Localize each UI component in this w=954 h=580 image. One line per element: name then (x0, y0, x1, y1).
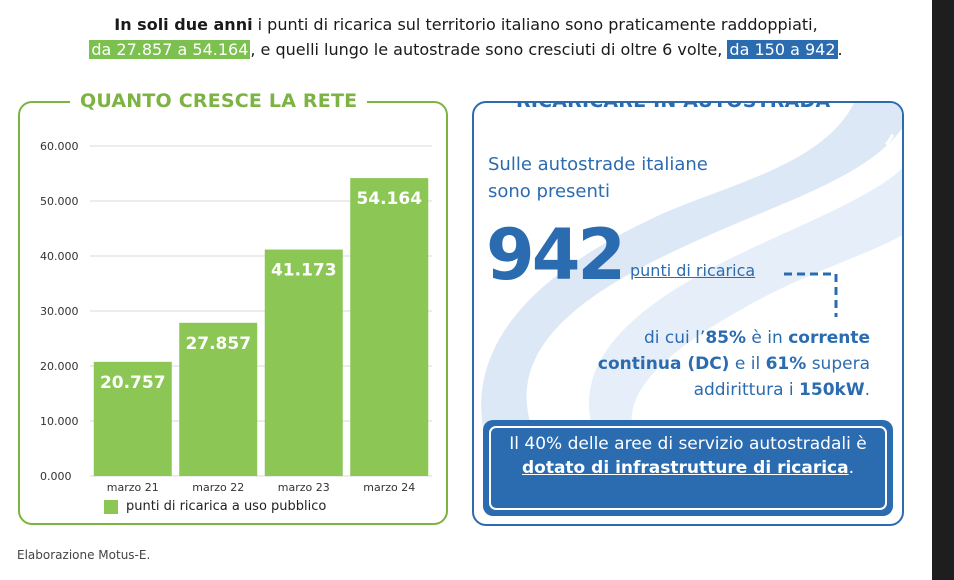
motorway-title: RICARICARE IN AUTOSTRADA (506, 103, 841, 112)
service-areas-intro: Il 40% delle aree di servizio autostrada… (509, 434, 867, 454)
source-note: Elaborazione Motus-E. (17, 548, 151, 562)
y-tick-label: 40.000 (40, 250, 79, 263)
x-tick-label: marzo 23 (278, 481, 330, 494)
headline-text-1: i punti di ricarica sul territorio itali… (252, 15, 818, 34)
detail-text: di cui l’ (644, 328, 706, 348)
y-tick-label: 50.000 (40, 195, 79, 208)
service-areas-end: . (848, 458, 855, 478)
y-tick-label: 60.000 (40, 140, 79, 153)
x-tick-label: marzo 21 (107, 481, 159, 494)
motorway-detail: di cui l’85% è in corrente continua (DC)… (570, 325, 870, 403)
motorway-panel: RICARICARE IN AUTOSTRADA Sulle autostrad… (472, 101, 904, 526)
network-growth-title: QUANTO CRESCE LA RETE (70, 90, 368, 112)
chart-legend: punti di ricarica a uso pubblico (104, 499, 326, 514)
network-growth-panel: QUANTO CRESCE LA RETE (18, 90, 448, 525)
detail-dc-label: corrente continua (DC) (597, 328, 870, 374)
headline-text-2: , e quelli lungo le autostrade sono cres… (250, 40, 728, 59)
motorway-charging-count: 942 (486, 214, 626, 296)
headline-text-3: . (837, 40, 843, 59)
dashed-connector (784, 272, 838, 317)
detail-text: . (864, 380, 870, 400)
bar-value-label: 27.857 (185, 334, 251, 354)
headline-bold: In soli due anni (114, 15, 253, 34)
bar-value-label: 54.164 (356, 189, 422, 209)
x-tick-label: marzo 22 (192, 481, 244, 494)
legend-label: punti di ricarica a uso pubblico (126, 499, 327, 514)
y-tick-label: 0.000 (40, 470, 72, 483)
headline-green-highlight: da 27.857 a 54.164 (89, 40, 251, 59)
detail-150kw-share: 61% (765, 354, 807, 374)
bar (350, 178, 429, 476)
y-tick-label: 30.000 (40, 305, 79, 318)
bar (179, 322, 258, 476)
detail-dc-share: 85% (705, 328, 747, 348)
window-edge (932, 0, 954, 580)
detail-power: 150kW (799, 380, 865, 400)
y-tick-label: 10.000 (40, 415, 79, 428)
bar-value-label: 20.757 (100, 373, 166, 393)
motorway-charging-label: punti di ricarica (630, 261, 756, 280)
y-tick-label: 20.000 (40, 360, 79, 373)
bar (264, 249, 343, 476)
service-areas-emphasis: dotato di infrastrutture di ricarica (521, 458, 849, 478)
road-illustration (481, 103, 902, 433)
headline-blue-highlight: da 150 a 942 (727, 40, 838, 59)
x-tick-label: marzo 24 (363, 481, 415, 494)
legend-swatch (104, 499, 118, 514)
service-areas-text: Il 40% delle aree di servizio autostrada… (489, 426, 887, 510)
detail-text: supera addirittura i (693, 354, 870, 400)
detail-text: e il (729, 354, 766, 374)
bar (93, 361, 172, 476)
service-areas-box: Il 40% delle aree di servizio autostrada… (483, 420, 893, 516)
motorway-intro: Sulle autostrade italiane sono presenti (488, 154, 708, 202)
detail-text: è in (746, 328, 789, 348)
headline: In soli due anni i punti di ricarica sul… (0, 12, 932, 62)
bar-value-label: 41.173 (271, 261, 337, 281)
